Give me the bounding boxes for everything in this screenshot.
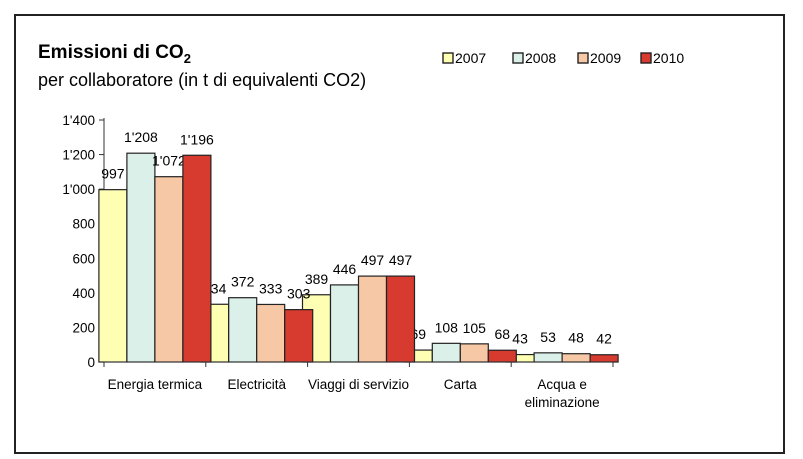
data-label: 42 (596, 331, 612, 347)
legend-swatch-2007 (442, 52, 454, 64)
chart-title: Emissioni di CO2 (38, 42, 191, 66)
data-label: 53 (540, 329, 556, 345)
data-label: 997 (101, 166, 125, 182)
y-tick-label: 600 (72, 251, 95, 266)
y-tick-label: 800 (72, 217, 95, 232)
legend-swatch-2010 (640, 52, 652, 64)
legend-label: 2008 (525, 50, 556, 66)
x-category-label: Carta (444, 377, 478, 392)
data-label: 389 (305, 271, 329, 287)
bar-2010 (589, 354, 619, 363)
legend-label: 2010 (653, 50, 684, 66)
bar-2010 (284, 309, 314, 363)
bar-2008 (126, 152, 156, 363)
x-category-label: Energia termica (108, 377, 203, 392)
bar-2010 (487, 349, 517, 363)
bar-2008 (533, 352, 563, 363)
legend-swatch-2009 (577, 52, 589, 64)
data-label: 1'196 (180, 131, 214, 147)
data-label: 497 (389, 252, 413, 268)
data-label: 1'208 (124, 129, 158, 145)
bar-2008 (329, 284, 360, 363)
x-category-label: eliminazione (525, 395, 600, 410)
data-label: 105 (463, 320, 487, 336)
bar-2009 (459, 343, 489, 363)
data-label: 372 (231, 274, 255, 290)
data-label: 497 (361, 252, 385, 268)
y-tick-label: 0 (87, 355, 95, 370)
bar-2007 (98, 189, 128, 363)
legend-label: 2007 (455, 50, 486, 66)
data-label: 1'072 (152, 153, 186, 169)
bar-2010 (182, 154, 212, 363)
y-tick-label: 1'200 (62, 148, 95, 163)
bar-2008 (431, 342, 461, 363)
legend-label: 2009 (590, 50, 621, 66)
bar-2009 (256, 303, 286, 363)
x-axis: Energia termica Electricità Viaggi di serv… (103, 361, 614, 410)
bar-2008 (228, 297, 258, 363)
bar-2009 (561, 353, 591, 363)
bar-2009 (357, 275, 388, 363)
data-label: 333 (259, 280, 283, 296)
chart-title-subscript: 2 (184, 51, 191, 66)
emissions-bar-chart: Emissioni di CO2 per collaboratore (in t… (38, 42, 684, 410)
data-label: 48 (568, 330, 584, 346)
y-tick-label: 400 (72, 286, 95, 301)
data-label: 303 (287, 286, 311, 302)
data-label: 43 (512, 331, 528, 347)
legend: 2007 2008 2009 2010 (442, 50, 684, 66)
chart-subtitle: per collaboratore (in t di equivalenti C… (38, 70, 366, 90)
y-tick-label: 1'000 (62, 182, 95, 197)
y-tick-label: 200 (72, 320, 95, 335)
data-label: 446 (333, 261, 357, 277)
data-label: 68 (495, 326, 511, 342)
y-axis: 0 200 400 600 800 1'000 1'200 1'400 (62, 113, 105, 370)
bar-2009 (154, 176, 184, 363)
y-tick-label: 1'400 (62, 113, 95, 128)
chart-frame: Emissioni di CO2 per collaboratore (in t… (14, 14, 785, 454)
data-label: 108 (435, 319, 459, 335)
x-category-label: Electricità (227, 377, 286, 392)
bar-2010 (385, 275, 416, 363)
x-category-label: Viaggi di servizio (308, 377, 409, 392)
x-category-label: Acqua e (537, 377, 587, 392)
legend-swatch-2008 (512, 52, 524, 64)
